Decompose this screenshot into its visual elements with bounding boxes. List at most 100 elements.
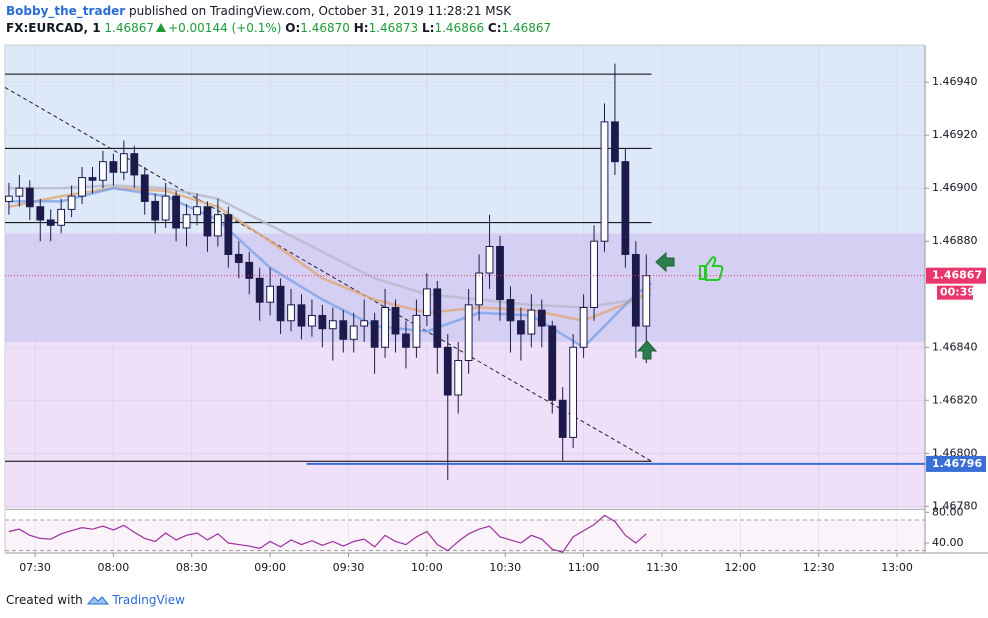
y-tick-label: 1.46820 — [932, 393, 978, 406]
y-tick-label: 80.00 — [932, 505, 964, 518]
x-tick-label: 09:30 — [333, 561, 365, 574]
x-tick-label: 08:00 — [98, 561, 130, 574]
candle-body — [558, 399, 567, 438]
candle-body — [88, 177, 97, 181]
candle-body — [15, 187, 24, 197]
y-tick-label: 1.46780 — [932, 499, 978, 512]
candle-body — [25, 187, 34, 208]
candle-body — [548, 325, 557, 401]
candle-body — [496, 246, 504, 301]
candle-body — [454, 360, 463, 396]
candle-body — [339, 320, 348, 340]
candle-body — [506, 299, 515, 322]
rsi-band-fill — [5, 519, 925, 551]
candle-body — [475, 272, 484, 306]
candle-body — [590, 240, 598, 308]
arrow-left — [655, 251, 675, 273]
moving-average — [8, 186, 653, 349]
candle-body — [99, 161, 107, 181]
candle-body — [318, 314, 327, 330]
candle-body — [527, 309, 536, 335]
x-tick-label: 13:00 — [881, 561, 913, 574]
candle-body — [213, 214, 222, 237]
candle-body — [537, 309, 546, 327]
last-price: 1.46867 — [104, 21, 155, 35]
candle-body — [182, 214, 191, 229]
ohlc-label: H: — [353, 21, 369, 35]
candle-body — [349, 325, 358, 340]
candle-body — [579, 306, 588, 348]
trendline — [4, 86, 652, 462]
ohlc-value: 1.46867 — [501, 21, 552, 35]
x-tick-label: 12:30 — [803, 561, 835, 574]
author[interactable]: Bobby_the_trader — [6, 4, 126, 18]
plot: 1.467801.468001.468201.468401.468801.469… — [4, 44, 988, 574]
x-tick-label: 10:00 — [411, 561, 443, 574]
candle-body — [255, 277, 264, 303]
ohlc-label: C: — [487, 21, 502, 35]
candle-body — [297, 304, 306, 327]
candle-body — [57, 208, 66, 226]
symbol: FX:EURCAD, 1 — [6, 21, 101, 35]
annotations — [636, 251, 724, 360]
candle-body — [234, 253, 243, 263]
candle-body — [412, 314, 421, 348]
candle-body — [391, 306, 400, 335]
candle-body — [119, 153, 128, 173]
candle-body — [276, 285, 285, 322]
candle-body — [78, 177, 86, 197]
candle-body — [485, 246, 494, 274]
thumbs-up-icon — [699, 256, 724, 281]
published-text: published on TradingView.com, October 31… — [129, 4, 512, 18]
candle-body — [621, 161, 630, 255]
ohlc-value: 1.46873 — [368, 21, 419, 35]
x-tick-label: 07:30 — [19, 561, 51, 574]
candle-body — [36, 206, 45, 221]
moving-average — [8, 184, 652, 309]
price-badge — [926, 267, 986, 284]
candle-body — [517, 320, 525, 335]
candle-body — [360, 320, 369, 327]
candle-body — [433, 288, 442, 348]
y-tick-label: 1.46920 — [932, 128, 978, 141]
candle-body — [287, 304, 295, 322]
candle-body — [161, 195, 170, 221]
candle-body — [140, 174, 149, 202]
ohlc-label: O: — [285, 21, 301, 35]
y-tick-label: 1.46940 — [932, 75, 978, 88]
change: +0.00144 (+0.1%) — [168, 21, 282, 35]
symbol-line: FX:EURCAD, 1 1.46867 +0.00144 (+0.1%) O:1… — [6, 21, 551, 35]
y-tick-label: 1.46880 — [932, 234, 978, 247]
y-tick-label: 1.46900 — [932, 181, 978, 194]
x-tick-label: 10:30 — [489, 561, 521, 574]
up-icon — [156, 23, 167, 32]
candle-body — [642, 275, 651, 327]
candle-body — [631, 253, 640, 327]
candle-body — [172, 195, 180, 229]
candle-body — [266, 285, 275, 303]
candle-body — [245, 261, 254, 279]
candle-body — [370, 320, 379, 348]
header-line: Bobby_the_trader published on TradingVie… — [6, 4, 511, 18]
y-tick-label: 40.00 — [932, 536, 964, 549]
candle-body — [600, 121, 609, 242]
candle-body — [381, 306, 389, 348]
candle-body — [328, 320, 337, 330]
ohlc-label: L: — [422, 21, 435, 35]
ohlc-value: 1.46870 — [300, 21, 350, 35]
candle-body — [151, 200, 160, 221]
support-badge — [926, 455, 986, 472]
candle-body — [46, 219, 55, 226]
candle-body — [67, 195, 76, 210]
candle-body — [611, 121, 619, 163]
tv-logo — [86, 596, 109, 605]
countdown: 00:39 — [940, 286, 975, 299]
ohlc-value: 1.46866 — [434, 21, 485, 35]
x-tick-label: 11:00 — [568, 561, 600, 574]
arrow-up — [636, 340, 658, 360]
candle-body — [109, 161, 118, 173]
y-tick-label: 1.46840 — [932, 340, 978, 353]
candle-body — [130, 153, 139, 176]
footer-brand[interactable]: TradingView — [112, 593, 185, 607]
